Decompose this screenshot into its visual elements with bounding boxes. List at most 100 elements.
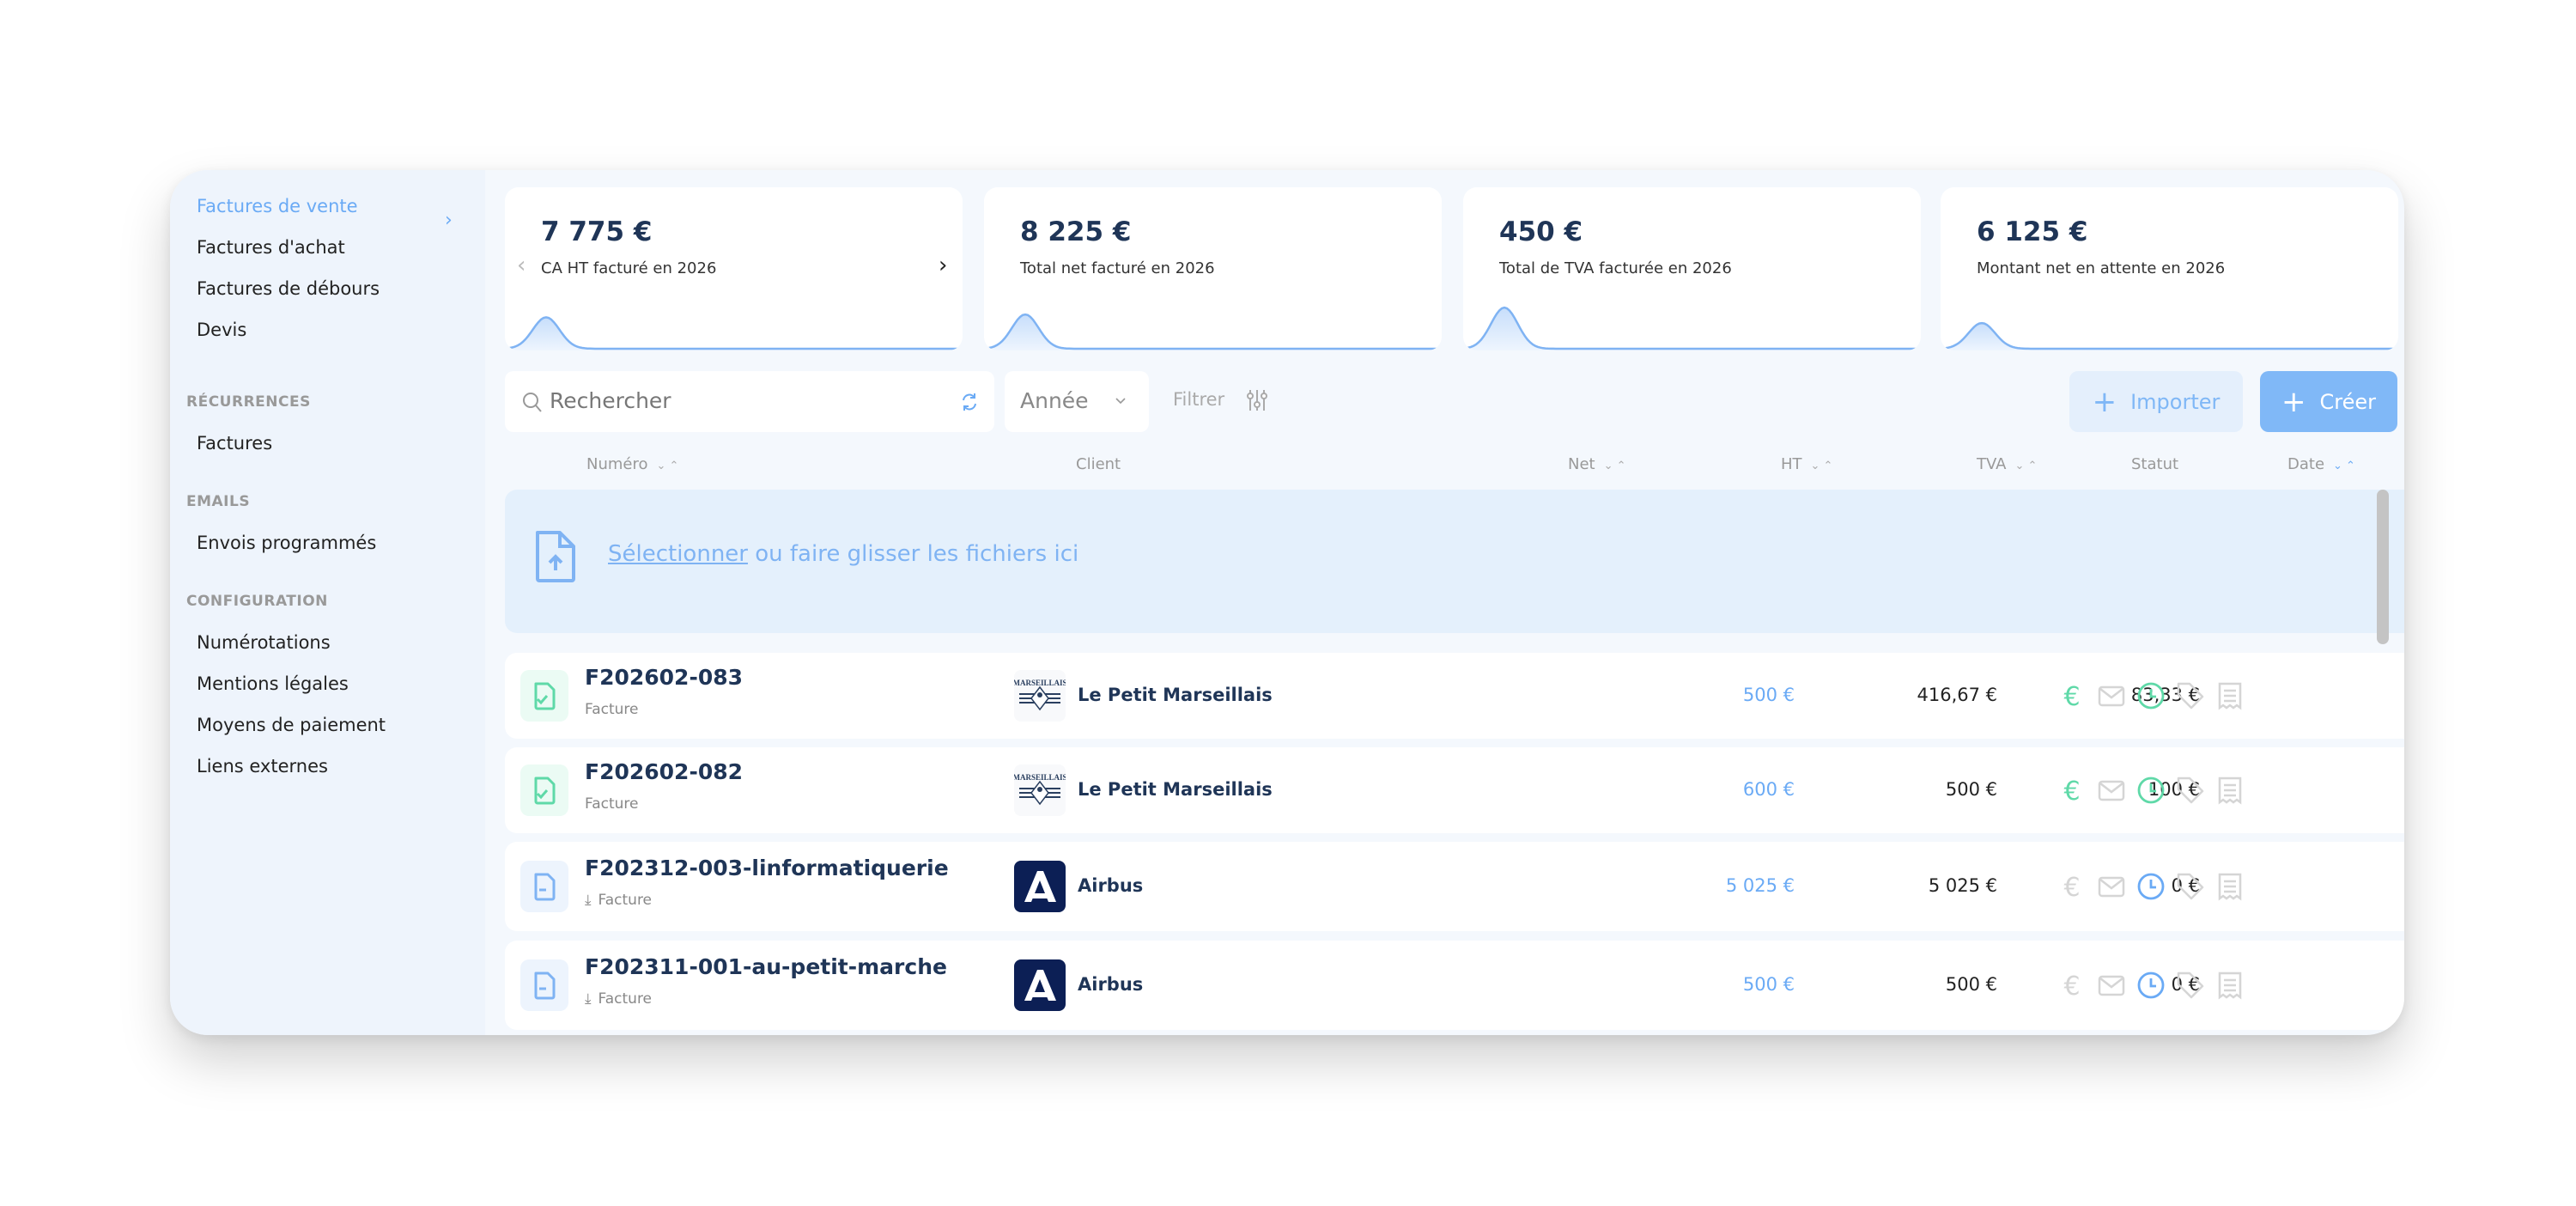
kpi-value: 6 125 € <box>1977 216 2088 247</box>
euro-icon[interactable]: € <box>2057 971 2087 1000</box>
kpi-value: 8 225 € <box>1020 216 1132 247</box>
search-placeholder: Rechercher <box>550 388 671 413</box>
chevron-down-icon <box>1115 398 1126 405</box>
receipt-icon[interactable] <box>2215 872 2245 901</box>
column-label: Client <box>1076 455 1121 473</box>
invoice-row[interactable]: F202312-003-linformatiquerie ⤓ Facture Ai… <box>505 842 2404 931</box>
column-label: HT <box>1781 455 1802 473</box>
receipt-icon[interactable] <box>2215 681 2245 710</box>
client-name[interactable]: Le Petit Marseillais <box>1078 779 1273 800</box>
sparkline <box>1941 321 2398 350</box>
chevron-right-icon: › <box>445 210 453 231</box>
status-icons: € <box>2057 872 2245 901</box>
kpi-label: Montant net en attente en 2026 <box>1977 259 2226 277</box>
sidebar-item-mentions-legales[interactable]: Mentions légales <box>197 673 349 694</box>
search-input[interactable]: Rechercher <box>505 371 994 432</box>
sidebar-item-envois-programmes[interactable]: Envois programmés <box>197 533 377 553</box>
svg-text:€: € <box>2063 682 2080 710</box>
refresh-icon[interactable] <box>960 392 979 412</box>
sliders-icon <box>1246 390 1267 411</box>
tag-icon[interactable] <box>2176 971 2205 1000</box>
svg-text:MARSEILLAIS: MARSEILLAIS <box>1014 679 1066 687</box>
invoice-number[interactable]: F202311-001-au-petit-marche <box>585 954 947 979</box>
scrollbar[interactable] <box>2377 490 2389 644</box>
tag-icon[interactable] <box>2176 776 2205 805</box>
sparkline <box>1463 306 1921 350</box>
invoice-row[interactable]: F202311-001-au-petit-marche ⤓ Facture Air… <box>505 941 2404 1030</box>
tag-icon[interactable] <box>2176 872 2205 901</box>
mail-icon[interactable] <box>2097 971 2126 1000</box>
clock-icon[interactable] <box>2136 971 2166 1000</box>
ht-amount: 500 € <box>1945 974 1997 995</box>
net-amount: 600 € <box>1742 779 1795 800</box>
sort-icon[interactable]: ⌄ ⌃ <box>2333 460 2355 472</box>
invoice-type-label: Facture <box>598 990 653 1008</box>
clock-icon[interactable] <box>2136 681 2166 710</box>
status-icons: € <box>2057 971 2245 1000</box>
mail-icon[interactable] <box>2097 872 2126 901</box>
sidebar-item-devis[interactable]: Devis <box>197 320 247 340</box>
receipt-icon[interactable] <box>2215 776 2245 805</box>
mail-icon[interactable] <box>2097 681 2126 710</box>
sidebar-item-moyens-de-paiement[interactable]: Moyens de paiement <box>197 715 386 735</box>
column-label: Net <box>1568 455 1595 473</box>
sort-icon[interactable]: ⌄ ⌃ <box>2014 460 2038 472</box>
kpi-card: 7 775 € CA HT facturé en 2026 ‹ › <box>505 187 963 350</box>
file-dropzone[interactable]: Sélectionner ou faire glisser les fichie… <box>505 490 2404 633</box>
column-header-number[interactable]: Numéro ⌄ ⌃ <box>586 455 678 473</box>
client-name[interactable]: Airbus <box>1078 974 1144 995</box>
select-files-link[interactable]: Sélectionner <box>608 541 748 567</box>
sidebar-item-numerotations[interactable]: Numérotations <box>197 632 331 653</box>
euro-icon[interactable]: € <box>2057 776 2087 805</box>
client-name[interactable]: Le Petit Marseillais <box>1078 685 1273 705</box>
status-icons: € <box>2057 776 2245 805</box>
clock-icon[interactable] <box>2136 776 2166 805</box>
sidebar-item-factures-recurrentes[interactable]: Factures <box>197 433 273 454</box>
column-label: Statut <box>2131 455 2179 473</box>
chevron-right-icon[interactable]: › <box>939 253 948 278</box>
client-name[interactable]: Airbus <box>1078 875 1144 896</box>
year-select-value: Année <box>1020 388 1089 413</box>
sidebar-item-liens-externes[interactable]: Liens externes <box>197 756 328 777</box>
kpi-label: CA HT facturé en 2026 <box>541 259 717 277</box>
receipt-icon[interactable] <box>2215 971 2245 1000</box>
sort-icon[interactable]: ⌄ ⌃ <box>1603 460 1626 472</box>
euro-icon[interactable]: € <box>2057 681 2087 710</box>
kpi-label: Total net facturé en 2026 <box>1020 259 1215 277</box>
net-amount: 500 € <box>1742 974 1795 995</box>
invoice-row[interactable]: F202602-083 Facture MARSEILLAIS Le Petit… <box>505 653 2404 739</box>
sidebar-item-factures-achat[interactable]: Factures d'achat <box>197 237 345 258</box>
download-icon: ⤓ <box>585 892 592 909</box>
invoice-type: ⤓ Facture <box>585 892 652 909</box>
sidebar-item-factures-debours[interactable]: Factures de débours <box>197 278 380 299</box>
clock-icon[interactable] <box>2136 872 2166 901</box>
mail-icon[interactable] <box>2097 776 2126 805</box>
svg-text:€: € <box>2063 777 2080 805</box>
column-header-ht[interactable]: HT ⌄ ⌃ <box>1781 455 1832 473</box>
euro-icon[interactable]: € <box>2057 872 2087 901</box>
invoice-number[interactable]: F202602-083 <box>585 665 744 690</box>
create-button[interactable]: + Créer <box>2260 371 2397 432</box>
app-window: Factures de vente › Factures d'achat Fac… <box>170 170 2404 1035</box>
invoice-file-icon <box>520 670 568 722</box>
column-label: Date <box>2287 455 2325 473</box>
svg-text:€: € <box>2063 971 2080 1000</box>
year-select[interactable]: Année <box>1005 371 1149 432</box>
ht-amount: 500 € <box>1945 779 1997 800</box>
sort-icon[interactable]: ⌄ ⌃ <box>1810 460 1833 472</box>
column-header-date[interactable]: Date ⌄ ⌃ <box>2287 455 2355 473</box>
import-button[interactable]: + Importer <box>2069 371 2243 432</box>
filter-button[interactable]: Filtrer <box>1173 388 1268 412</box>
invoice-number[interactable]: F202602-082 <box>585 759 744 784</box>
sort-icon[interactable]: ⌄ ⌃ <box>656 460 679 472</box>
invoice-type-label: Facture <box>598 892 653 909</box>
column-header-tva[interactable]: TVA ⌄ ⌃ <box>1977 455 2037 473</box>
column-label: Numéro <box>586 455 648 473</box>
invoice-row[interactable]: F202602-082 Facture MARSEILLAIS Le Petit… <box>505 747 2404 833</box>
net-amount: 5 025 € <box>1725 875 1795 896</box>
chevron-left-icon[interactable]: ‹ <box>517 253 526 278</box>
invoice-number[interactable]: F202312-003-linformatiquerie <box>585 856 949 880</box>
column-header-net[interactable]: Net ⌄ ⌃ <box>1568 455 1626 473</box>
sidebar-item-factures-de-vente[interactable]: Factures de vente <box>197 196 358 216</box>
tag-icon[interactable] <box>2176 681 2205 710</box>
